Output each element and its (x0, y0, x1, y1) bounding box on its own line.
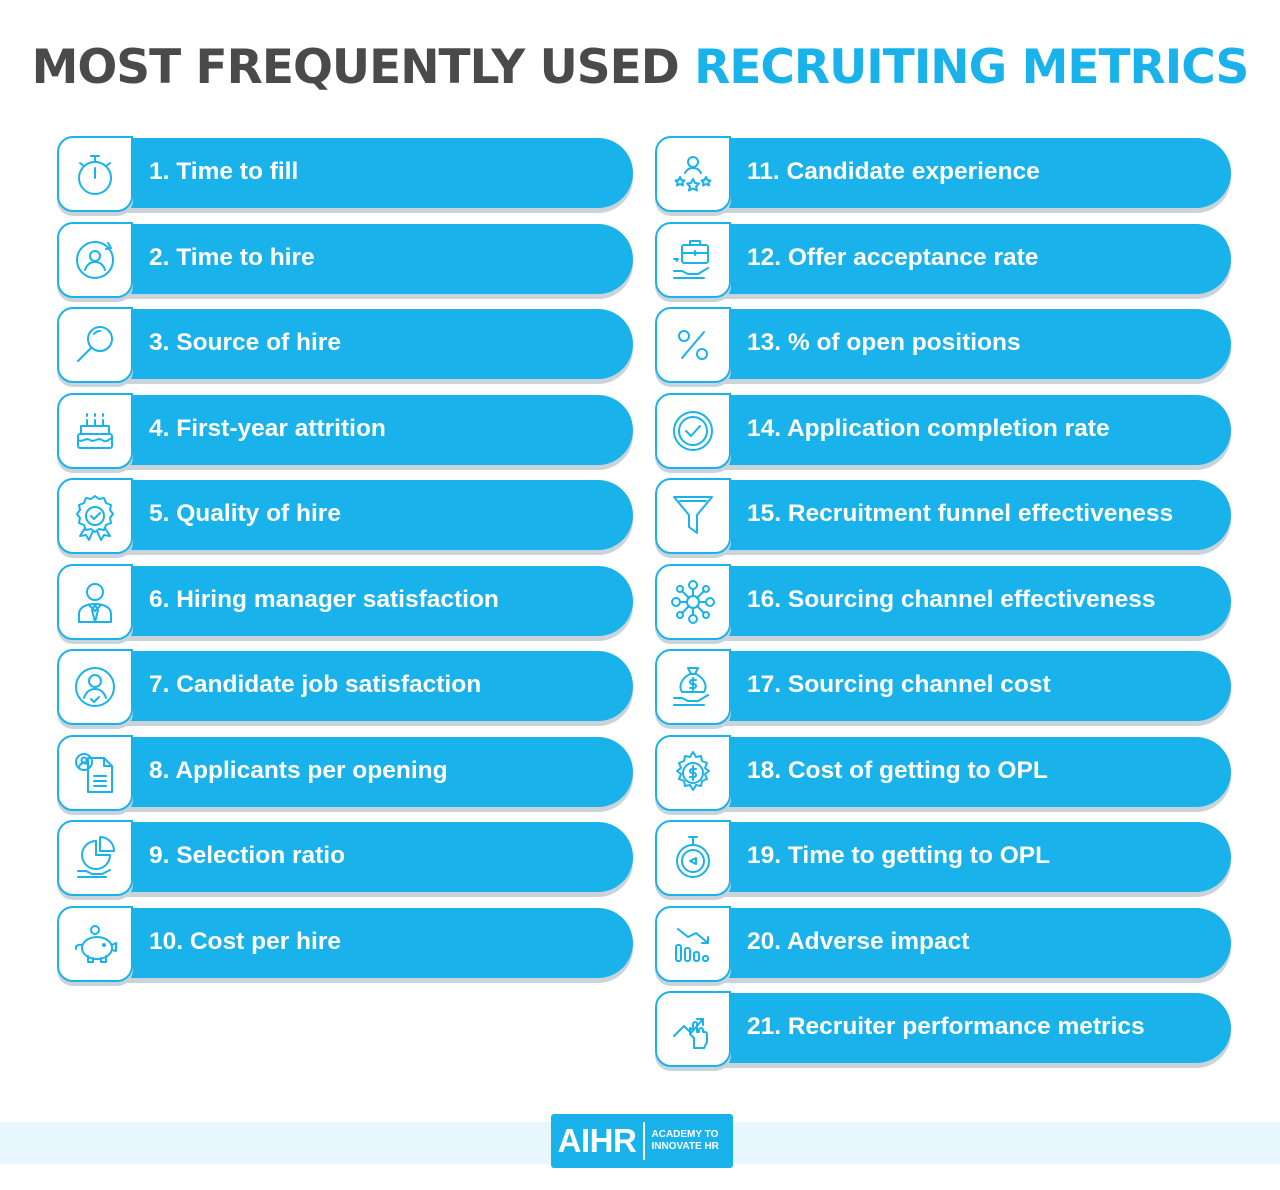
money-bag-hand-icon (655, 649, 731, 725)
metric-item: 10. Cost per hire (57, 905, 633, 982)
metric-pill (69, 138, 633, 208)
logo-tagline: ACADEMY TO INNOVATE HR (645, 1129, 719, 1153)
pie-hand-icon (57, 820, 133, 896)
metric-item: 21. Recruiter performance metrics (655, 991, 1231, 1067)
metric-item: 5. Quality of hire (57, 478, 633, 554)
metric-label: 19. Time to getting to OPL (747, 842, 1051, 869)
metric-item: 18. Cost of getting to OPL (655, 734, 1231, 811)
metric-label: 6. Hiring manager satisfaction (149, 585, 499, 613)
metric-item: 19. Time to getting to OPL (655, 820, 1231, 896)
metric-item: 20. Adverse impact (655, 905, 1231, 982)
metric-item: 4. First-year attrition (57, 392, 633, 469)
metric-label: 13. % of open positions (747, 329, 1021, 356)
manager-icon (57, 563, 133, 640)
metric-label: 14. Application completion rate (747, 414, 1110, 442)
metric-label: 3. Source of hire (149, 329, 341, 356)
title-part-1: MOST FREQUENTLY USED (31, 40, 680, 95)
funnel-icon (655, 478, 731, 554)
metric-label: 21. Recruiter performance metrics (747, 1013, 1145, 1040)
metric-pill (667, 223, 1231, 294)
metric-pill (69, 394, 633, 465)
metric-label: 10. Cost per hire (149, 927, 341, 955)
metric-item: 14. Application completion rate (655, 392, 1231, 469)
metric-pill (69, 480, 633, 550)
metric-label: 9. Selection ratio (149, 842, 346, 869)
metric-pill (667, 394, 1231, 465)
metric-label: 4. First-year attrition (149, 414, 386, 442)
metric-label: 17. Sourcing channel cost (747, 671, 1051, 698)
metric-pill (69, 907, 633, 978)
metric-label: 12. Offer acceptance rate (747, 243, 1039, 271)
metric-item: 7. Candidate job satisfaction (57, 649, 633, 725)
metric-label: 11. Candidate experience (747, 158, 1040, 185)
metric-pill (667, 907, 1231, 978)
briefcase-hand-icon (655, 221, 731, 298)
user-check-icon (57, 649, 133, 725)
birthday-cake-icon (57, 392, 133, 469)
dollar-gear-icon (655, 734, 731, 811)
metric-item: 17. Sourcing channel cost (655, 649, 1231, 725)
metric-item: 6. Hiring manager satisfaction (57, 563, 633, 640)
metric-pill (667, 736, 1231, 807)
metric-pill (69, 309, 633, 379)
metric-pill (667, 138, 1231, 208)
metric-pill (667, 651, 1231, 721)
metric-item: 1. Time to fill (57, 136, 633, 212)
network-icon (655, 563, 731, 640)
logo-wordmark: AIHR (557, 1122, 637, 1159)
stopwatch-icon (57, 136, 133, 212)
magnifier-icon (57, 307, 133, 383)
metric-label: 7. Candidate job satisfaction (149, 671, 482, 698)
page-title: MOST FREQUENTLY USED RECRUITING METRICS (0, 38, 1280, 98)
metric-item: 8. Applicants per opening (57, 734, 633, 811)
metric-pill (667, 565, 1231, 636)
metric-pill (667, 309, 1231, 379)
logo-tagline-line-1: ACADEMY TO (651, 1129, 719, 1140)
metric-pill (69, 822, 633, 892)
metric-label: 20. Adverse impact (747, 927, 970, 955)
metric-pill (69, 223, 633, 294)
metric-item: 3. Source of hire (57, 307, 633, 383)
user-stars-icon (655, 136, 731, 212)
title-part-2: RECRUITING METRICS (694, 40, 1249, 95)
metric-label: 2. Time to hire (149, 243, 315, 271)
metric-pill (667, 480, 1231, 550)
metric-pill (69, 736, 633, 807)
timer-icon (655, 820, 731, 896)
metric-label: 1. Time to fill (149, 158, 299, 185)
metric-item: 2. Time to hire (57, 221, 633, 298)
check-circle-icon (655, 392, 731, 469)
logo-divider (643, 1122, 645, 1160)
metric-label: 16. Sourcing channel effectiveness (747, 585, 1156, 613)
trend-hand-icon (655, 991, 731, 1067)
bar-decline-icon (655, 905, 731, 982)
metrics-column-left: 1. Time to fill 2. Time to hire 3. Source … (57, 136, 633, 991)
metric-label: 18. Cost of getting to OPL (747, 756, 1048, 784)
metric-pill (667, 993, 1231, 1063)
logo-tagline-line-2: INNOVATE HR (651, 1141, 719, 1152)
metric-label: 5. Quality of hire (149, 500, 341, 527)
metric-item: 16. Sourcing channel effectiveness (655, 563, 1231, 640)
metric-pill (69, 565, 633, 636)
metric-item: 9. Selection ratio (57, 820, 633, 896)
resume-icon (57, 734, 133, 811)
metric-item: 13. % of open positions (655, 307, 1231, 383)
percent-icon (655, 307, 731, 383)
metric-item: 11. Candidate experience (655, 136, 1231, 212)
metric-label: 8. Applicants per opening (149, 756, 448, 784)
aihr-logo: AIHR ACADEMY TO INNOVATE HR (551, 1114, 733, 1168)
piggy-bank-icon (57, 905, 133, 982)
metric-pill (667, 822, 1231, 892)
metric-label: 15. Recruitment funnel effectiveness (747, 500, 1174, 527)
metric-pill (69, 651, 633, 721)
person-cycle-icon (57, 221, 133, 298)
award-ribbon-icon (57, 478, 133, 554)
metric-item: 12. Offer acceptance rate (655, 221, 1231, 298)
metrics-column-right: 11. Candidate experience 12. Offer accept… (655, 136, 1231, 1077)
metric-item: 15. Recruitment funnel effectiveness (655, 478, 1231, 554)
